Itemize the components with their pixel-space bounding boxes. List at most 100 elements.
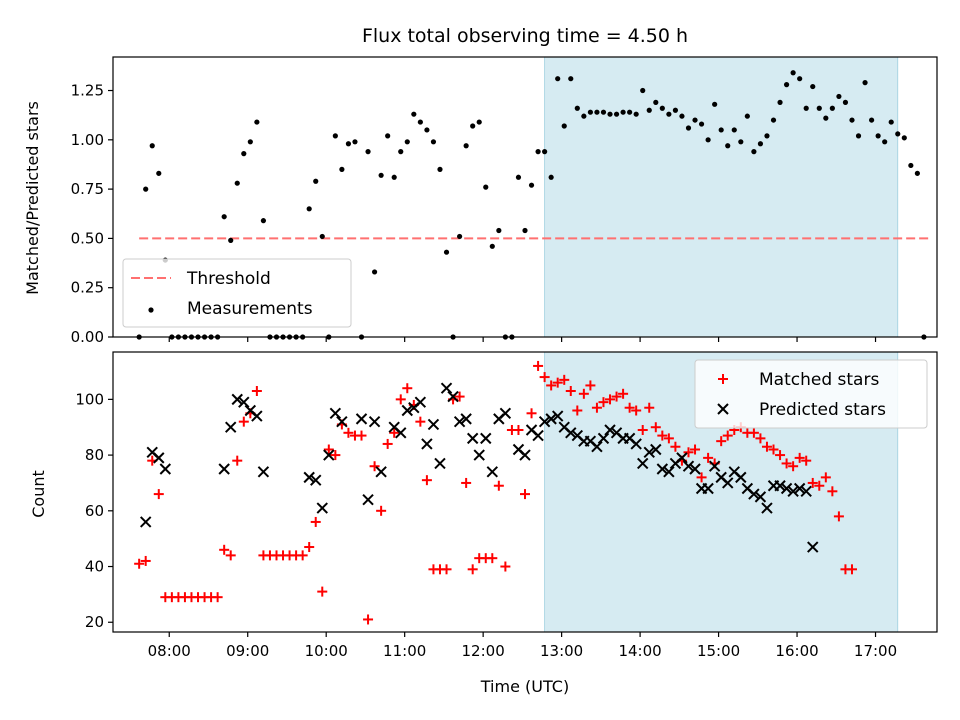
y-tick-label: 1.25 [71, 82, 104, 100]
matched-star-point [546, 380, 557, 391]
measurement-point [542, 149, 548, 155]
y-tick-label: 60 [85, 502, 104, 520]
measurement-point [339, 166, 345, 172]
y-tick-label: 0.50 [71, 229, 104, 247]
matched-star-point [559, 374, 570, 385]
matched-star-point [395, 394, 406, 405]
predicted-star-point [329, 407, 342, 420]
legend-measurement-swatch [148, 307, 154, 313]
measurement-point [718, 127, 724, 133]
measurement-point [908, 162, 914, 169]
measurement-point [869, 117, 875, 123]
measurement-point [457, 233, 463, 240]
matched-star-point [690, 444, 701, 455]
predicted-star-point [362, 493, 374, 506]
matched-star-point [598, 397, 609, 408]
measurement-point [483, 184, 489, 190]
measurement-point [725, 143, 731, 149]
chart-title: Flux total observing time = 4.50 h [362, 25, 688, 47]
y-tick-label: 1.00 [71, 131, 104, 149]
matched-star-point [833, 511, 844, 522]
x-axis-label: Time (UTC) [480, 677, 569, 696]
plot-frame [112, 351, 938, 633]
matched-star-point [716, 436, 727, 447]
measurement-point [424, 127, 430, 133]
measurement-point [803, 105, 809, 111]
matched-star-point [526, 408, 537, 419]
matched-star-point [585, 380, 596, 391]
predicted-star-point [787, 485, 799, 498]
matched-star-point [323, 444, 334, 455]
matched-star-point [578, 388, 589, 399]
matched-star-point [539, 372, 550, 383]
measurement-point [555, 76, 561, 82]
matched-star-point [369, 461, 380, 472]
measurement-point [561, 123, 567, 129]
matched-star-point [683, 447, 694, 458]
measurement-point [156, 170, 162, 176]
measurement-point [600, 109, 607, 115]
predicted-star-point [257, 466, 270, 478]
measurement-point [797, 76, 803, 82]
matched-star-point [402, 383, 413, 394]
measurement-point [862, 80, 868, 86]
predicted-star-point [139, 516, 152, 528]
predicted-star-point [722, 477, 734, 489]
predicted-star-point [218, 463, 230, 475]
bottom-y-axis-label: Count [29, 470, 48, 518]
matched-star-point [376, 505, 387, 516]
y-tick-label: 0.75 [71, 180, 104, 198]
measurement-point [836, 93, 842, 100]
predicted-star-point [532, 429, 544, 442]
measurement-point [914, 170, 920, 176]
predicted-star-point [375, 466, 387, 478]
matched-star-point [487, 553, 498, 564]
predicted-star-point [355, 413, 368, 425]
matched-star-point [297, 550, 308, 561]
y-tick-label: 40 [85, 558, 104, 576]
measurement-point [221, 214, 227, 220]
matched-star-point [591, 402, 602, 413]
measurement-point [247, 139, 253, 145]
plot-frame [112, 56, 938, 338]
matched-star-point [415, 416, 426, 427]
matched-star-point [219, 544, 230, 555]
measurement-point [770, 117, 777, 123]
measurement-point [476, 119, 482, 125]
predicted-star-point [395, 427, 407, 439]
measurement-point [607, 111, 613, 117]
measurement-point [712, 101, 718, 107]
predicted-star-point [238, 396, 250, 408]
measurement-point [398, 149, 404, 155]
predicted-star-point [565, 427, 577, 439]
measurement-point [306, 206, 312, 212]
count-panel: 20 40 60 80 100 08:00 09:00 10:00 11:00 12:00 13:0… [75, 351, 938, 660]
measurement-point [260, 218, 267, 224]
predicted-star-point [591, 441, 603, 453]
measurement-point [640, 87, 646, 94]
predicted-star-point [597, 432, 610, 445]
y-tick-label: 20 [85, 613, 104, 631]
predicted-star-point [807, 541, 819, 553]
x-tick-label: 11:00 [383, 642, 426, 660]
observing-window-span [544, 56, 899, 338]
x-tick-label: 14:00 [618, 642, 661, 660]
measurement-point [855, 133, 862, 139]
predicted-star-point [401, 404, 413, 417]
top-y-axis-label: Matched/Predicted stars [23, 101, 42, 295]
measurement-point [659, 105, 665, 111]
matched-star-point [814, 480, 825, 491]
measurement-point [810, 83, 816, 90]
predicted-star-point [460, 413, 472, 425]
matched-star-point [304, 542, 315, 553]
matched-star-point [461, 477, 472, 488]
matched-star-point [722, 430, 733, 441]
y-tick-label: 80 [85, 446, 104, 464]
predicted-star-point [421, 438, 433, 450]
measurement-point [738, 139, 744, 145]
predicted-star-point [774, 480, 786, 492]
measurement-point [437, 166, 443, 172]
measurement-point [143, 186, 149, 192]
matched-star-point [611, 391, 622, 402]
